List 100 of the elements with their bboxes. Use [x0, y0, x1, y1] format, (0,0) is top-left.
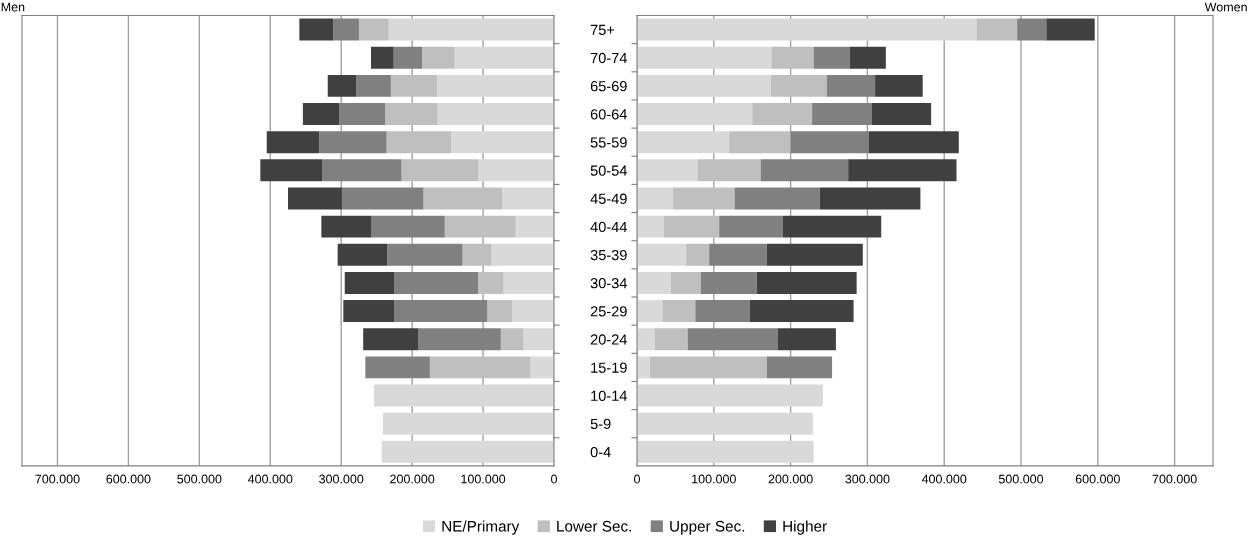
y-tick-label: 10-14 — [591, 390, 627, 401]
bar — [752, 103, 813, 126]
bar — [637, 412, 813, 435]
legend-label: Upper Sec. — [670, 520, 745, 535]
x-tick-label: 300.000 — [845, 474, 890, 484]
bar — [370, 215, 445, 238]
bar — [288, 187, 342, 210]
bar — [373, 384, 554, 407]
bar — [341, 187, 424, 210]
bar — [530, 356, 554, 379]
chart-title: Women — [1204, 2, 1247, 12]
y-tick-label: 75+ — [590, 24, 615, 36]
bar — [365, 356, 430, 379]
bar — [819, 187, 921, 210]
bar — [299, 18, 334, 41]
bar — [777, 328, 836, 351]
bar — [260, 159, 323, 182]
bar — [697, 159, 761, 182]
bar — [637, 384, 823, 407]
y-tick-label: 0-4 — [590, 446, 611, 458]
bar — [637, 271, 671, 294]
bar — [654, 328, 688, 351]
bar — [343, 300, 395, 323]
bar — [401, 159, 479, 182]
bar — [333, 18, 359, 41]
bar — [812, 103, 873, 126]
bar — [383, 412, 554, 435]
bar — [356, 74, 391, 97]
bar — [637, 159, 698, 182]
bar — [734, 187, 820, 210]
bar — [390, 74, 437, 97]
bar — [266, 131, 320, 154]
bar — [771, 46, 814, 69]
bar — [760, 159, 849, 182]
bar — [637, 103, 753, 126]
bar — [515, 215, 554, 238]
bar — [394, 271, 479, 294]
x-tick-label: 0 — [634, 474, 640, 484]
bar — [429, 356, 531, 379]
bar — [868, 131, 959, 154]
bar — [848, 159, 957, 182]
bar — [637, 328, 655, 351]
y-tick-label: 5-9 — [590, 418, 611, 430]
bar — [687, 328, 778, 351]
bar — [770, 74, 827, 97]
y-tick-label: 45-49 — [590, 193, 627, 204]
y-tick-label: 60-64 — [590, 109, 627, 120]
x-tick-label: 300.000 — [319, 474, 364, 484]
bar — [673, 187, 735, 210]
x-tick-label: 100.000 — [692, 474, 736, 484]
bar — [872, 103, 932, 126]
y-tick-label: 50-54 — [590, 165, 627, 176]
bar — [662, 300, 696, 323]
bar — [327, 74, 357, 97]
bar — [444, 215, 516, 238]
bar — [394, 300, 488, 323]
bar — [388, 18, 554, 41]
x-tick-label: 500.000 — [998, 474, 1044, 484]
bar — [358, 18, 389, 41]
bar — [637, 243, 687, 266]
bar — [976, 18, 1018, 41]
y-tick-label: 65-69 — [590, 80, 627, 92]
bar — [322, 159, 402, 182]
bar — [344, 271, 395, 294]
bar — [503, 271, 554, 294]
bar — [637, 131, 730, 154]
x-tick-label: 100.000 — [461, 474, 506, 484]
bar — [337, 243, 388, 266]
bar — [436, 74, 554, 97]
bar — [387, 243, 463, 266]
bar — [670, 271, 701, 294]
bar — [478, 271, 504, 294]
bar — [512, 300, 554, 323]
chart-title: Men — [1, 2, 25, 12]
bar — [451, 131, 554, 154]
bar — [339, 103, 386, 126]
bar — [370, 46, 394, 69]
bar — [782, 215, 882, 238]
bar — [719, 215, 783, 238]
bar — [686, 243, 710, 266]
x-tick-label: 500.000 — [177, 474, 222, 484]
legend-label: NE/Primary — [442, 520, 520, 535]
x-tick-label: 600.000 — [1075, 474, 1120, 484]
bar — [423, 187, 503, 210]
bar — [695, 300, 750, 323]
bar — [478, 159, 554, 182]
bar — [1017, 18, 1047, 41]
bar — [637, 440, 814, 463]
bar — [709, 243, 767, 266]
bar — [849, 46, 886, 69]
x-tick-label: 200.000 — [390, 474, 435, 484]
bar — [454, 46, 554, 69]
bar — [393, 46, 423, 69]
x-tick-label: 600.000 — [106, 474, 151, 484]
bar — [637, 46, 772, 69]
x-tick-label: 400.000 — [247, 474, 293, 484]
bar — [462, 243, 492, 266]
bar — [437, 103, 554, 126]
x-tick-label: 200.000 — [768, 474, 813, 484]
legend-label: Higher — [783, 520, 827, 535]
